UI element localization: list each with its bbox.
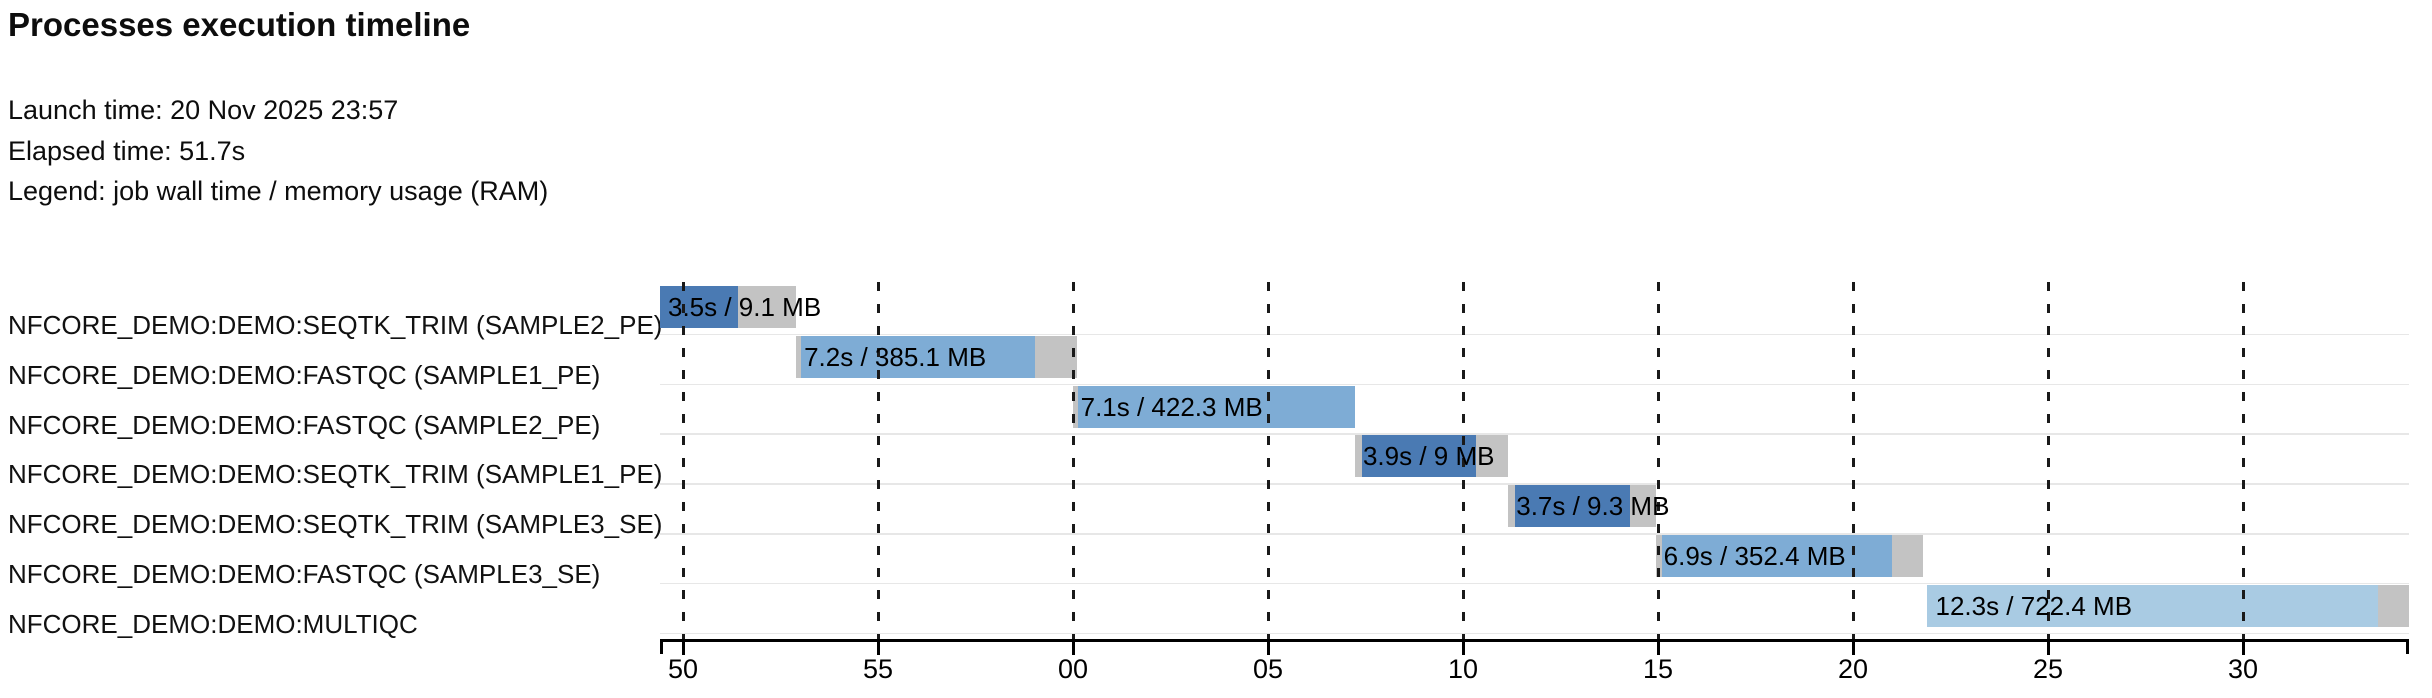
- x-axis-tick-25: [2046, 641, 2050, 655]
- elapsed-time-line: Elapsed time: 51.7s: [8, 135, 246, 166]
- x-axis-tick-10: [1461, 641, 1465, 655]
- gridline-overlay-25: [2046, 282, 2050, 640]
- gridline-overlay-55: [876, 282, 880, 640]
- task-bar-label: 3.7s / 9.3 MB: [1516, 491, 1670, 522]
- gridline-overlay-00: [1071, 282, 1075, 640]
- task-bar-run: [1927, 584, 2379, 627]
- gridline-overlay-30: [2241, 282, 2245, 640]
- gridline-overlay-20: [1851, 282, 1855, 640]
- report-meta: Launch time: 20 Nov 2025 23:57 Elapsed t…: [8, 90, 548, 212]
- x-axis-line: [660, 638, 2409, 642]
- x-axis-tick-label: 10: [1447, 653, 1479, 684]
- task-bar-tail: [1629, 485, 1656, 528]
- x-axis-tick-15: [1656, 641, 1660, 655]
- task-bar-run: [1361, 435, 1476, 478]
- process-label: NFCORE_DEMO:DEMO:FASTQC (SAMPLE1_PE): [8, 359, 601, 390]
- task-bar-lead: [1072, 385, 1079, 428]
- x-axis-tick-30: [2241, 641, 2245, 655]
- launch-time-line: Launch time: 20 Nov 2025 23:57: [8, 95, 399, 125]
- task-bar-label: 7.1s / 422.3 MB: [1080, 391, 1263, 422]
- task-bar-tail: [1891, 535, 1924, 577]
- x-axis-tick-05: [1266, 641, 1270, 655]
- x-axis-tick-50: [681, 641, 685, 655]
- gridline-overlay-50: [681, 282, 685, 640]
- task-bar-label: 6.9s / 352.4 MB: [1663, 541, 1846, 571]
- gridline-overlay-05: [1266, 282, 1270, 640]
- row-separator: [660, 632, 2409, 635]
- row-separator: [660, 383, 2409, 386]
- task-bar-run: [1078, 385, 1355, 428]
- x-axis-tick-label: 25: [2032, 653, 2064, 684]
- x-axis-tick-label: 05: [1252, 653, 1284, 684]
- process-label: NFCORE_DEMO:DEMO:FASTQC (SAMPLE3_SE): [8, 559, 601, 589]
- row-separator: [660, 433, 2409, 435]
- x-axis-end-bracket-left: [660, 638, 663, 654]
- process-label: NFCORE_DEMO:DEMO:SEQTK_TRIM (SAMPLE3_SE): [8, 509, 663, 540]
- process-label: NFCORE_DEMO:DEMO:FASTQC (SAMPLE2_PE): [8, 409, 601, 440]
- task-bar-lead: [1354, 435, 1362, 478]
- task-bar-label: 3.9s / 9 MB: [1362, 441, 1495, 472]
- x-axis-tick-label: 50: [667, 653, 699, 684]
- task-bar-tail: [737, 286, 797, 328]
- task-bar-label: 7.2s / 385.1 MB: [804, 341, 987, 372]
- row-separator: [660, 533, 2409, 535]
- task-bar-tail: [1035, 335, 1077, 378]
- row-separator: [660, 582, 2409, 585]
- task-bar-lead: [796, 335, 802, 378]
- x-axis-tick-20: [1851, 641, 1855, 655]
- x-axis-tick-label: 20: [1837, 653, 1869, 684]
- task-bar-run: [801, 335, 1036, 378]
- task-bar-label: 3.5s / 9.1 MB: [667, 292, 822, 322]
- legend-line: Legend: job wall time / memory usage (RA…: [8, 176, 549, 207]
- task-bar-tail: [2378, 584, 2410, 627]
- task-bar-label: 12.3s / 722.4 MB: [1935, 590, 2133, 621]
- task-bar-lead: [1508, 485, 1515, 528]
- process-label: NFCORE_DEMO:DEMO:MULTIQC: [8, 608, 418, 639]
- process-label: NFCORE_DEMO:DEMO:SEQTK_TRIM (SAMPLE1_PE): [8, 459, 663, 490]
- x-axis-tick-00: [1071, 641, 1075, 655]
- task-bar-tail: [1475, 435, 1508, 478]
- gridline-overlay-15: [1656, 282, 1660, 640]
- task-bar-run: [1514, 485, 1630, 528]
- x-axis-tick-label: 00: [1057, 653, 1089, 684]
- row-separator: [660, 333, 2409, 336]
- task-bar-run: [659, 286, 738, 328]
- x-axis-end-bracket-right: [2406, 638, 2409, 654]
- gridline-overlay-10: [1461, 282, 1465, 640]
- process-label: NFCORE_DEMO:DEMO:SEQTK_TRIM (SAMPLE2_PE): [8, 310, 663, 340]
- row-separator: [660, 483, 2409, 485]
- x-axis-tick-label: 55: [862, 653, 894, 684]
- x-axis-tick-label: 15: [1642, 653, 1674, 684]
- x-axis-tick-label: 30: [2227, 653, 2259, 684]
- page-title: Processes execution timeline: [8, 6, 471, 43]
- x-axis-tick-55: [876, 641, 880, 655]
